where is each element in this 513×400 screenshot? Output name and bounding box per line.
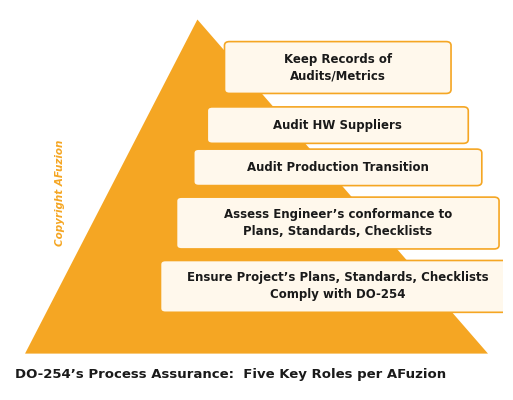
FancyBboxPatch shape	[194, 149, 482, 186]
FancyBboxPatch shape	[176, 197, 499, 249]
FancyBboxPatch shape	[161, 260, 513, 312]
Text: Audit HW Suppliers: Audit HW Suppliers	[273, 119, 402, 132]
FancyBboxPatch shape	[225, 42, 451, 94]
Text: Assess Engineer’s conformance to
Plans, Standards, Checklists: Assess Engineer’s conformance to Plans, …	[224, 208, 452, 238]
Text: Copyright AFuzion: Copyright AFuzion	[54, 139, 65, 246]
Text: Ensure Project’s Plans, Standards, Checklists
Comply with DO-254: Ensure Project’s Plans, Standards, Check…	[187, 271, 488, 302]
FancyBboxPatch shape	[207, 107, 468, 143]
Text: Keep Records of
Audits/Metrics: Keep Records of Audits/Metrics	[284, 52, 392, 82]
Text: DO-254’s Process Assurance:  Five Key Roles per AFuzion: DO-254’s Process Assurance: Five Key Rol…	[15, 368, 446, 381]
Polygon shape	[25, 20, 488, 354]
Text: Audit Production Transition: Audit Production Transition	[247, 161, 429, 174]
